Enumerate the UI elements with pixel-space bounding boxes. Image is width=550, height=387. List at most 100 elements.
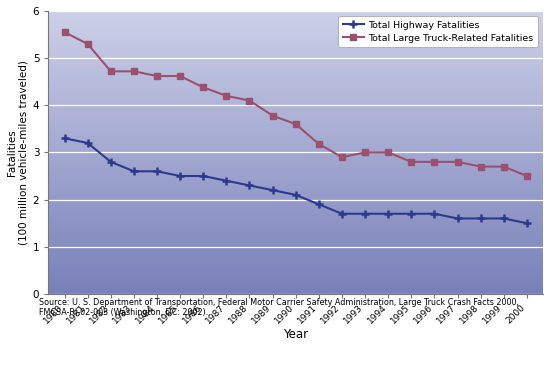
Total Large Truck-Related Fatalities <box>339 155 345 159</box>
Bar <box>48 62 543 64</box>
Bar <box>48 101 543 103</box>
Total Large Truck-Related Fatalities <box>362 150 369 155</box>
Bar <box>48 115 543 116</box>
Total Highway Fatalities <box>385 211 392 216</box>
Bar <box>48 51 543 53</box>
Bar <box>48 252 543 254</box>
Bar <box>48 250 543 252</box>
Bar <box>48 166 543 168</box>
Bar <box>48 170 543 171</box>
Bar <box>48 145 543 147</box>
Text: Source: U. S. Department of Transportation, Federal Motor Carrier Safety Adminis: Source: U. S. Department of Transportati… <box>39 298 518 317</box>
Total Highway Fatalities <box>316 202 322 207</box>
Bar <box>48 205 543 207</box>
Total Large Truck-Related Fatalities <box>84 42 91 46</box>
Bar <box>48 185 543 187</box>
Bar <box>48 19 543 21</box>
Bar <box>48 79 543 81</box>
Bar <box>48 60 543 62</box>
Bar <box>48 111 543 113</box>
Bar <box>48 224 543 226</box>
Bar <box>48 204 543 205</box>
Bar <box>48 141 543 143</box>
Bar <box>48 256 543 258</box>
Bar <box>48 273 543 275</box>
Total Highway Fatalities <box>246 183 253 188</box>
Bar <box>48 116 543 118</box>
Total Highway Fatalities <box>431 211 438 216</box>
Bar <box>48 194 543 196</box>
Total Highway Fatalities <box>223 178 230 183</box>
Bar <box>48 264 543 265</box>
Bar <box>48 56 543 58</box>
Bar <box>48 69 543 71</box>
Bar <box>48 171 543 173</box>
Bar <box>48 32 543 34</box>
Bar <box>48 15 543 17</box>
Bar <box>48 248 543 250</box>
Bar <box>48 128 543 130</box>
Bar <box>48 267 543 269</box>
Total Large Truck-Related Fatalities <box>477 164 484 169</box>
Bar <box>48 222 543 224</box>
Total Highway Fatalities <box>524 221 530 226</box>
Bar <box>48 86 543 88</box>
Legend: Total Highway Fatalities, Total Large Truck-Related Fatalities: Total Highway Fatalities, Total Large Tr… <box>338 15 538 47</box>
Bar <box>48 96 543 98</box>
Total Large Truck-Related Fatalities <box>500 164 507 169</box>
Bar <box>48 220 543 222</box>
Bar <box>48 154 543 156</box>
Line: Total Large Truck-Related Fatalities: Total Large Truck-Related Fatalities <box>62 29 530 179</box>
Bar <box>48 152 543 154</box>
Total Highway Fatalities <box>270 188 276 192</box>
Bar <box>48 88 543 90</box>
Total Large Truck-Related Fatalities <box>431 159 438 164</box>
Bar <box>48 151 543 152</box>
Total Large Truck-Related Fatalities <box>293 122 299 127</box>
Bar <box>48 269 543 271</box>
Total Highway Fatalities <box>200 174 207 178</box>
Bar <box>48 92 543 94</box>
Bar <box>48 277 543 279</box>
Bar <box>48 292 543 294</box>
Bar <box>48 271 543 273</box>
Bar <box>48 99 543 101</box>
Bar <box>48 247 543 248</box>
Bar <box>48 66 543 68</box>
Bar <box>48 179 543 181</box>
Bar <box>48 177 543 179</box>
Bar <box>48 26 543 28</box>
Bar <box>48 22 543 24</box>
Bar <box>48 207 543 209</box>
Total Large Truck-Related Fatalities <box>316 142 322 146</box>
Bar <box>48 53 543 54</box>
Total Highway Fatalities <box>293 193 299 197</box>
Bar <box>48 58 543 60</box>
Bar <box>48 187 543 188</box>
Bar <box>48 135 543 137</box>
Bar <box>48 190 543 192</box>
Total Large Truck-Related Fatalities <box>270 113 276 118</box>
Bar <box>48 83 543 84</box>
Bar <box>48 198 543 200</box>
Bar <box>48 64 543 66</box>
Bar <box>48 284 543 286</box>
Total Large Truck-Related Fatalities <box>107 69 114 74</box>
Bar <box>48 213 543 215</box>
Bar <box>48 147 543 149</box>
Bar <box>48 41 543 43</box>
Bar <box>48 196 543 198</box>
Bar <box>48 49 543 51</box>
Bar <box>48 237 543 239</box>
Bar <box>48 24 543 26</box>
Bar <box>48 54 543 56</box>
Bar <box>48 98 543 99</box>
Bar <box>48 281 543 283</box>
Bar <box>48 149 543 151</box>
Bar <box>48 122 543 124</box>
Total Large Truck-Related Fatalities <box>61 30 68 34</box>
Bar <box>48 262 543 264</box>
Bar <box>48 183 543 185</box>
Bar <box>48 134 543 135</box>
Bar <box>48 124 543 126</box>
